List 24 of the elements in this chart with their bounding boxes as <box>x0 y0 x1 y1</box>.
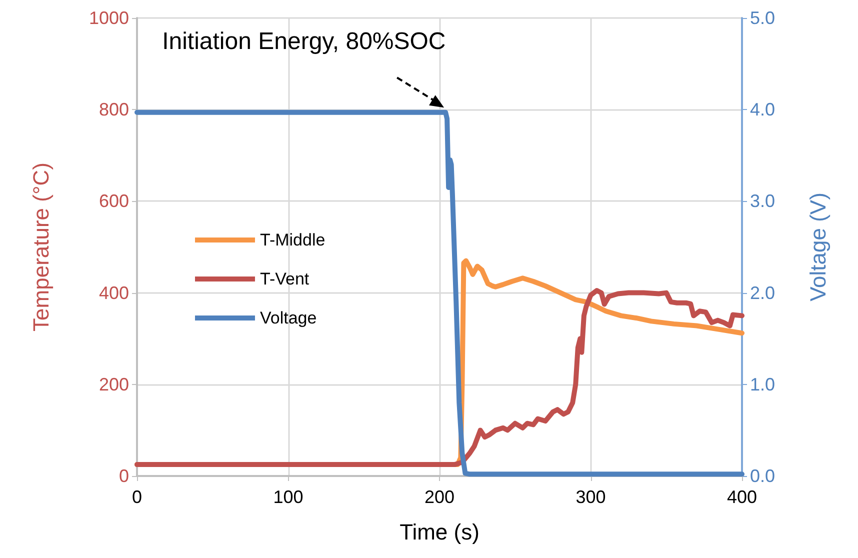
annotation: Initiation Energy, 80%SOC <box>162 28 446 56</box>
y2-tick-label: 4.0 <box>750 100 776 120</box>
y-axis-title: Temperature (°C) <box>28 162 54 332</box>
x-tick-label: 300 <box>576 487 606 507</box>
y2-axis-title: Voltage (V) <box>806 192 830 302</box>
y-tick-label: 0 <box>118 466 129 486</box>
y2-tick-label: 5.0 <box>750 8 776 28</box>
x-tick-label: 200 <box>424 487 455 507</box>
y-tick-label: 200 <box>98 374 129 394</box>
legend-label: Voltage <box>260 308 317 328</box>
y2-tick-label: 2.0 <box>750 282 776 303</box>
y-tick-label: 1000 <box>88 8 129 28</box>
legend-label: T-Vent <box>260 270 310 288</box>
y-tick-label: 800 <box>98 100 129 120</box>
x-tick-label: 400 <box>726 487 758 507</box>
y2-tick-label: 1.0 <box>750 374 776 394</box>
x-tick-label: 0 <box>132 487 142 507</box>
legend-label: T-Middle <box>260 230 326 250</box>
x-axis-title: Time (s) <box>400 520 480 544</box>
y2-tick-label: 3.0 <box>750 191 776 212</box>
y2-tick-label: 0.0 <box>750 466 776 486</box>
y-tick-label: 600 <box>98 191 129 212</box>
y-tick-label: 400 <box>98 282 129 303</box>
x-tick-label: 100 <box>273 487 304 507</box>
